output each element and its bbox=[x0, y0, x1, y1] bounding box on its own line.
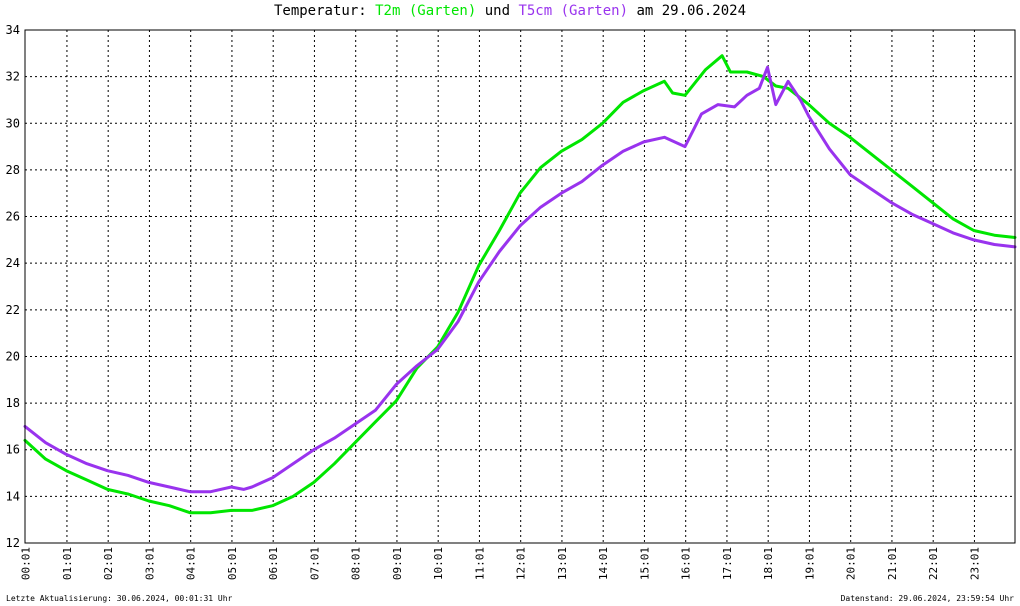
x-tick-label: 11:01 bbox=[473, 547, 486, 580]
plot-frame bbox=[24, 29, 1016, 544]
x-tick-label: 18:01 bbox=[762, 547, 775, 580]
y-tick-label: 26 bbox=[6, 210, 20, 224]
y-tick-label: 34 bbox=[6, 23, 20, 37]
x-tick-label: 12:01 bbox=[515, 547, 528, 580]
x-tick-label: 21:01 bbox=[886, 547, 899, 580]
title-series-t2m: T2m (Garten) bbox=[375, 3, 477, 19]
x-tick-label: 22:01 bbox=[927, 547, 940, 580]
x-tick-label: 23:01 bbox=[968, 547, 981, 580]
y-tick-label: 22 bbox=[6, 303, 20, 317]
x-tick-label: 20:01 bbox=[845, 547, 858, 580]
title-mid: und bbox=[476, 3, 519, 19]
title-prefix: Temperatur: bbox=[273, 3, 376, 19]
x-tick-label: 09:01 bbox=[391, 547, 404, 580]
grid bbox=[25, 30, 1015, 543]
series-layer bbox=[23, 54, 1017, 515]
y-tick-label: 20 bbox=[6, 349, 20, 363]
y-tick-label: 12 bbox=[6, 536, 20, 550]
y-tick-label: 16 bbox=[6, 443, 20, 457]
chart-title: Temperatur: T2m (Garten) und T5cm (Garte… bbox=[0, 3, 1020, 19]
series-line-t5cm bbox=[23, 65, 1017, 494]
x-tick-label: 15:01 bbox=[638, 547, 651, 580]
y-tick-label: 28 bbox=[6, 163, 20, 177]
x-tick-label: 03:01 bbox=[143, 547, 156, 580]
series-line-t2m bbox=[23, 54, 1017, 515]
y-tick-label: 14 bbox=[6, 489, 20, 503]
last-update-label: Letzte Aktualisierung: 30.06.2024, 00:01… bbox=[6, 594, 233, 603]
x-tick-label: 10:01 bbox=[432, 547, 445, 580]
y-tick-label: 18 bbox=[6, 396, 20, 410]
y-axis-ticks: 12 14 16 18 20 22 24 26 28 30 32 34 bbox=[6, 23, 20, 550]
title-series-t5cm: T5cm (Garten) bbox=[518, 3, 629, 19]
y-tick-label: 24 bbox=[6, 256, 20, 270]
x-axis-ticks: 00:01 01:01 02:01 03:01 04:01 05:01 06:01 07:01… bbox=[20, 547, 982, 580]
x-tick-label: 07:01 bbox=[308, 547, 321, 580]
x-tick-label: 00:01 bbox=[20, 547, 33, 580]
title-date: am 29.06.2024 bbox=[628, 3, 747, 19]
x-tick-label: 08:01 bbox=[350, 547, 363, 580]
y-tick-label: 30 bbox=[6, 116, 20, 130]
data-status-label: Datenstand: 29.06.2024, 23:59:54 Uhr bbox=[840, 594, 1014, 603]
x-tick-label: 13:01 bbox=[556, 547, 569, 580]
x-tick-label: 02:01 bbox=[102, 547, 115, 580]
x-tick-label: 16:01 bbox=[680, 547, 693, 580]
x-tick-label: 01:01 bbox=[61, 547, 74, 580]
x-tick-label: 17:01 bbox=[721, 547, 734, 580]
x-tick-label: 14:01 bbox=[597, 547, 610, 580]
x-tick-label: 06:01 bbox=[267, 547, 280, 580]
y-tick-label: 32 bbox=[6, 70, 20, 84]
x-tick-label: 05:01 bbox=[226, 547, 239, 580]
x-tick-label: 19:01 bbox=[803, 547, 816, 580]
x-tick-label: 04:01 bbox=[185, 547, 198, 580]
